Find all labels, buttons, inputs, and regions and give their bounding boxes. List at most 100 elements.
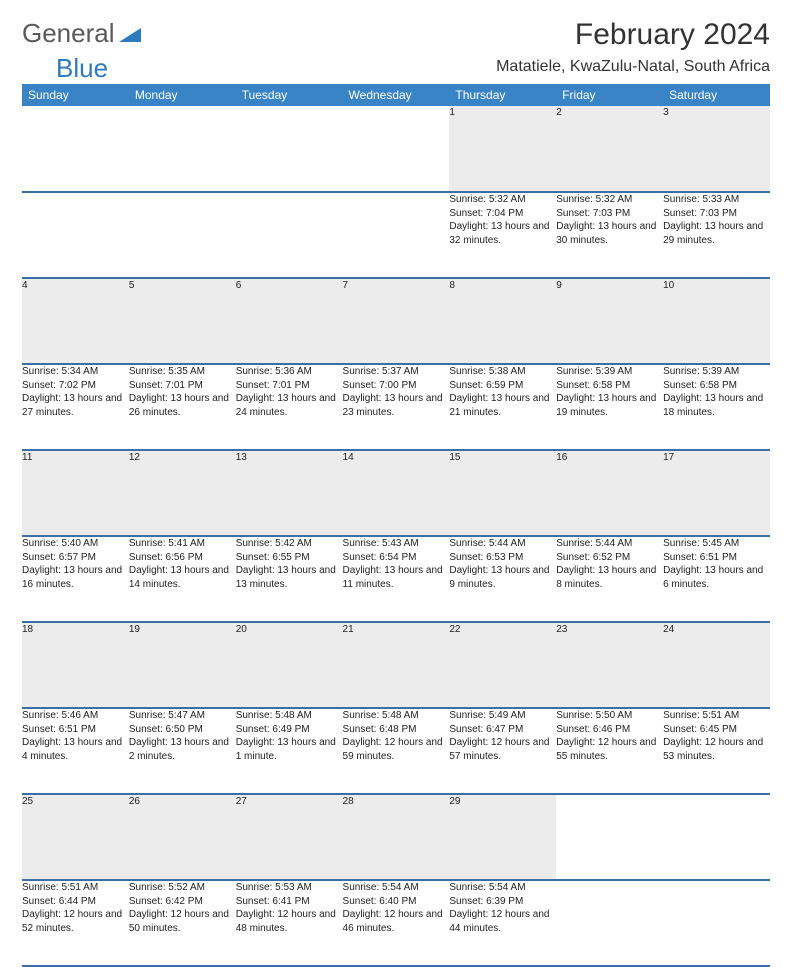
sunset-text: Sunset: 7:03 PM: [556, 207, 663, 221]
info-row: Sunrise: 5:40 AMSunset: 6:57 PM Daylight:…: [22, 536, 770, 622]
day-info-cell: Sunrise: 5:33 AMSunset: 7:03 PMDaylight:…: [663, 192, 770, 278]
day-number-cell: [129, 106, 236, 192]
day-info-cell: Sunrise: 5:39 AMSunset: 6:58 PMDaylight:…: [663, 364, 770, 450]
sunset-text: Sunset: 6:53 PM: [449, 551, 556, 565]
sunset-text: Sunset: 6:58 PM: [556, 379, 663, 393]
day-number-cell: 25: [22, 794, 129, 880]
day-number-cell: 13: [236, 450, 343, 536]
day-number-cell: 2: [556, 106, 663, 192]
sunrise-text: Sunrise: 5:40 AM: [22, 537, 129, 551]
daylight-text: Daylight: 12 hours and 57 minutes.: [449, 736, 556, 763]
daylight-text: Daylight: 13 hours and 19 minutes.: [556, 392, 663, 419]
day-number-cell: 10: [663, 278, 770, 364]
daylight-text: Daylight: 13 hours and 18 minutes.: [663, 392, 770, 419]
day-info-cell: Sunrise: 5:35 AMSunset: 7:01 PMDaylight:…: [129, 364, 236, 450]
sunset-text: Sunset: 6:39 PM: [449, 895, 556, 909]
logo-sub: Blue: [56, 53, 108, 84]
day-number-cell: [556, 794, 663, 880]
sunrise-text: Sunrise: 5:44 AM: [556, 537, 663, 551]
daylight-text: Daylight: 12 hours and 52 minutes.: [22, 908, 129, 935]
day-info-cell: Sunrise: 5:45 AMSunset: 6:51 PMDaylight:…: [663, 536, 770, 622]
sunset-text: Sunset: 6:54 PM: [343, 551, 450, 565]
day-info-cell: Sunrise: 5:41 AMSunset: 6:56 PMDaylight:…: [129, 536, 236, 622]
sunset-text: Sunset: 6:44 PM: [22, 895, 129, 909]
weekday-header: Thursday: [449, 84, 556, 106]
daylight-text: Daylight: 13 hours and 11 minutes.: [343, 564, 450, 591]
day-info-cell: Sunrise: 5:52 AMSunset: 6:42 PMDaylight:…: [129, 880, 236, 966]
daylight-text: Daylight: 12 hours and 55 minutes.: [556, 736, 663, 763]
sunset-text: Sunset: 7:01 PM: [236, 379, 343, 393]
day-number-cell: 27: [236, 794, 343, 880]
daylight-text: Daylight: 13 hours and 2 minutes.: [129, 736, 236, 763]
day-number-cell: 23: [556, 622, 663, 708]
day-info-cell: Sunrise: 5:42 AMSunset: 6:55 PMDaylight:…: [236, 536, 343, 622]
day-number-cell: 3: [663, 106, 770, 192]
sunrise-text: Sunrise: 5:54 AM: [449, 881, 556, 895]
day-number-cell: 15: [449, 450, 556, 536]
daylight-text: Daylight: 13 hours and 29 minutes.: [663, 220, 770, 247]
sunrise-text: Sunrise: 5:53 AM: [236, 881, 343, 895]
sunset-text: Sunset: 6:50 PM: [129, 723, 236, 737]
sunset-text: Sunset: 6:46 PM: [556, 723, 663, 737]
daylight-text: Daylight: 13 hours and 4 minutes.: [22, 736, 129, 763]
sunrise-text: Sunrise: 5:48 AM: [236, 709, 343, 723]
daynum-row: 45678910: [22, 278, 770, 364]
weekday-header: Sunday: [22, 84, 129, 106]
sunset-text: Sunset: 7:00 PM: [343, 379, 450, 393]
info-row: Sunrise: 5:51 AMSunset: 6:44 PMDaylight:…: [22, 880, 770, 966]
sunset-text: Sunset: 6:51 PM: [22, 723, 129, 737]
daylight-text: Daylight: 13 hours and 23 minutes.: [343, 392, 450, 419]
sunrise-text: Sunrise: 5:52 AM: [129, 881, 236, 895]
logo-name: General: [22, 18, 115, 49]
day-info-cell: [236, 192, 343, 278]
header: General February 2024: [22, 18, 770, 52]
day-number-cell: 7: [343, 278, 450, 364]
day-number-cell: 16: [556, 450, 663, 536]
sunset-text: Sunset: 6:41 PM: [236, 895, 343, 909]
sunrise-text: Sunrise: 5:32 AM: [556, 193, 663, 207]
day-number-cell: 9: [556, 278, 663, 364]
day-number-cell: 1: [449, 106, 556, 192]
day-number-cell: 24: [663, 622, 770, 708]
daynum-row: 123: [22, 106, 770, 192]
day-info-cell: Sunrise: 5:39 AMSunset: 6:58 PMDaylight:…: [556, 364, 663, 450]
location: Matatiele, KwaZulu-Natal, South Africa: [496, 58, 770, 76]
daylight-text: Daylight: 13 hours and 24 minutes.: [236, 392, 343, 419]
day-info-cell: Sunrise: 5:37 AMSunset: 7:00 PMDaylight:…: [343, 364, 450, 450]
sunset-text: Sunset: 6:52 PM: [556, 551, 663, 565]
sunrise-text: Sunrise: 5:47 AM: [129, 709, 236, 723]
day-number-cell: 22: [449, 622, 556, 708]
daynum-row: 11121314151617: [22, 450, 770, 536]
sunrise-text: Sunrise: 5:46 AM: [22, 709, 129, 723]
sunrise-text: Sunrise: 5:50 AM: [556, 709, 663, 723]
day-info-cell: Sunrise: 5:40 AMSunset: 6:57 PMDaylight:…: [22, 536, 129, 622]
daylight-text: Daylight: 12 hours and 50 minutes.: [129, 908, 236, 935]
sunrise-text: Sunrise: 5:33 AM: [663, 193, 770, 207]
sunset-text: Sunset: 6:56 PM: [129, 551, 236, 565]
weekday-header: Saturday: [663, 84, 770, 106]
daylight-text: Daylight: 12 hours and 53 minutes.: [663, 736, 770, 763]
day-info-cell: Sunrise: 5:32 AMSunset: 7:03 PMDaylight:…: [556, 192, 663, 278]
day-number-cell: 11: [22, 450, 129, 536]
daylight-text: Daylight: 12 hours and 46 minutes.: [343, 908, 450, 935]
sunset-text: Sunset: 6:48 PM: [343, 723, 450, 737]
sunrise-text: Sunrise: 5:35 AM: [129, 365, 236, 379]
daynum-row: 2526272829: [22, 794, 770, 880]
daylight-text: Daylight: 13 hours and 21 minutes.: [449, 392, 556, 419]
day-info-cell: Sunrise: 5:48 AMSunset: 6:48 PMDaylight:…: [343, 708, 450, 794]
day-info-cell: Sunrise: 5:36 AMSunset: 7:01 PMDaylight:…: [236, 364, 343, 450]
sunrise-text: Sunrise: 5:51 AM: [22, 881, 129, 895]
daylight-text: Daylight: 13 hours and 27 minutes.: [22, 392, 129, 419]
day-info-cell: [343, 192, 450, 278]
day-number-cell: 4: [22, 278, 129, 364]
sunrise-text: Sunrise: 5:39 AM: [663, 365, 770, 379]
sunset-text: Sunset: 6:57 PM: [22, 551, 129, 565]
daylight-text: Daylight: 12 hours and 48 minutes.: [236, 908, 343, 935]
daylight-text: Daylight: 12 hours and 44 minutes.: [449, 908, 556, 935]
day-info-cell: Sunrise: 5:34 AMSunset: 7:02 PMDaylight:…: [22, 364, 129, 450]
info-row: Sunrise: 5:32 AMSunset: 7:04 PMDaylight:…: [22, 192, 770, 278]
weekday-header: Monday: [129, 84, 236, 106]
sunrise-text: Sunrise: 5:42 AM: [236, 537, 343, 551]
sunrise-text: Sunrise: 5:39 AM: [556, 365, 663, 379]
day-number-cell: [343, 106, 450, 192]
